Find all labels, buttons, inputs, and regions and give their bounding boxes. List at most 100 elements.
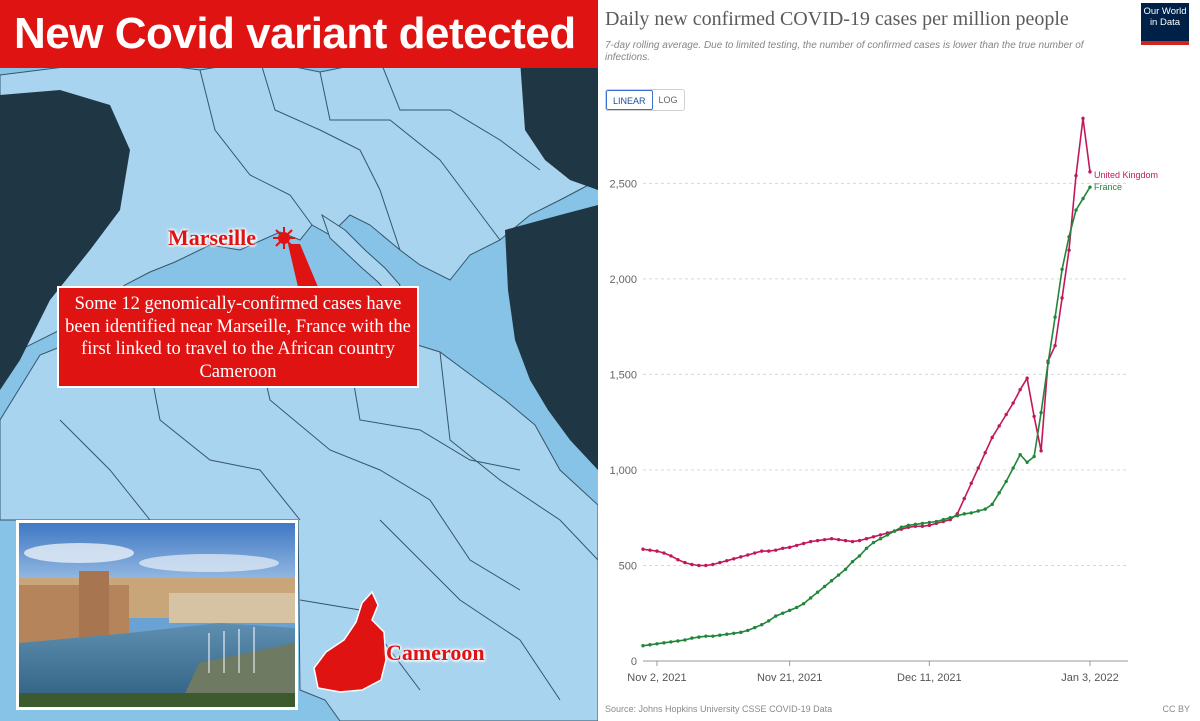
data-point — [871, 540, 876, 545]
data-point — [969, 511, 973, 515]
data-point — [920, 521, 925, 526]
data-point — [976, 466, 980, 470]
data-point — [871, 535, 876, 539]
data-point — [1060, 267, 1064, 272]
logo-line-2: in Data — [1149, 17, 1181, 28]
data-point — [746, 553, 750, 557]
data-point — [1074, 173, 1078, 178]
data-point — [927, 520, 932, 525]
chart-title: Daily new confirmed COVID-19 cases per m… — [605, 8, 1069, 30]
data-point — [864, 537, 869, 541]
data-point — [1081, 116, 1085, 121]
chart-panel: Daily new confirmed COVID-19 cases per m… — [598, 0, 1200, 721]
data-point — [794, 605, 799, 610]
y-tick-label: 2,500 — [609, 178, 637, 190]
data-point — [767, 549, 771, 553]
cameroon-highlight — [313, 590, 387, 693]
data-point — [969, 481, 973, 486]
data-point — [655, 549, 659, 553]
data-point — [641, 547, 645, 551]
middle-east-dark-land — [505, 205, 598, 470]
data-point — [934, 519, 939, 524]
data-point — [1011, 466, 1015, 470]
data-point — [1039, 449, 1043, 453]
data-point — [662, 551, 666, 555]
data-point — [829, 537, 834, 541]
data-point — [641, 644, 645, 648]
data-point — [850, 539, 855, 544]
data-point — [1088, 170, 1092, 174]
data-point — [1018, 452, 1022, 457]
data-point — [1004, 412, 1008, 417]
data-point — [801, 601, 806, 606]
data-point — [962, 496, 966, 501]
data-point — [1018, 387, 1022, 392]
marseille-photo — [16, 520, 298, 710]
log-scale-button[interactable]: LOG — [652, 90, 684, 110]
x-tick-label: Dec 11, 2021 — [897, 672, 962, 684]
scale-toggle: LINEAR LOG — [605, 89, 685, 111]
data-point — [815, 538, 820, 543]
x-tick-label: Nov 2, 2021 — [627, 672, 686, 684]
data-point — [739, 630, 743, 635]
data-point — [857, 538, 862, 543]
data-point — [983, 507, 987, 511]
data-point — [955, 514, 959, 518]
data-point — [962, 512, 966, 516]
series-end-label: France — [1094, 182, 1122, 192]
data-point — [990, 502, 994, 507]
map-infographic: New Covid variant detected Marseille Som… — [0, 0, 598, 721]
data-point — [1074, 208, 1078, 212]
data-point — [1067, 235, 1071, 239]
data-point — [683, 638, 687, 642]
data-point — [725, 632, 729, 636]
data-point — [822, 584, 827, 589]
x-tick-label: Nov 21, 2021 — [757, 672, 822, 684]
data-point — [1060, 296, 1064, 300]
north-east-dark-land — [520, 55, 598, 190]
data-point — [704, 563, 708, 568]
callout-box: Some 12 genomically-confirmed cases have… — [57, 286, 419, 388]
harbour-photo-illustration — [19, 523, 295, 707]
data-point — [774, 548, 778, 552]
data-point — [892, 529, 897, 533]
data-point — [990, 435, 994, 440]
data-point — [1011, 401, 1015, 405]
data-point — [794, 543, 799, 548]
marseille-marker-icon — [273, 227, 295, 249]
linear-scale-button[interactable]: LINEAR — [606, 90, 653, 110]
data-point — [983, 451, 987, 455]
data-point — [718, 633, 722, 637]
y-tick-label: 1,500 — [609, 369, 637, 381]
data-point — [725, 558, 729, 563]
logo-line-1: Our World — [1143, 6, 1187, 17]
data-point — [913, 522, 918, 527]
series-line — [642, 118, 1091, 567]
data-point — [1046, 361, 1050, 365]
chart-subtitle: 7-day rolling average. Due to limited te… — [605, 40, 1084, 63]
data-point — [780, 611, 785, 615]
data-point — [732, 557, 736, 561]
data-point — [690, 562, 694, 567]
data-point — [920, 524, 925, 528]
data-point — [878, 533, 883, 537]
data-point — [843, 567, 848, 571]
callout-text: Some 12 genomically-confirmed cases have… — [65, 294, 411, 382]
owid-logo[interactable]: Our World in Data — [1141, 3, 1189, 45]
data-point — [857, 554, 862, 558]
data-point — [1053, 315, 1057, 319]
chart-license[interactable]: CC BY — [1162, 704, 1190, 714]
data-point — [648, 643, 652, 647]
data-point — [704, 634, 708, 638]
y-tick-label: 0 — [631, 656, 637, 668]
data-point — [697, 635, 701, 639]
data-point — [836, 573, 841, 577]
data-point — [948, 515, 953, 520]
series-end-label: United Kingdom — [1094, 170, 1158, 180]
data-point — [1039, 410, 1043, 415]
data-point — [787, 608, 792, 613]
data-point — [885, 533, 890, 537]
data-point — [836, 537, 841, 542]
data-point — [899, 525, 904, 529]
data-point — [787, 545, 792, 550]
